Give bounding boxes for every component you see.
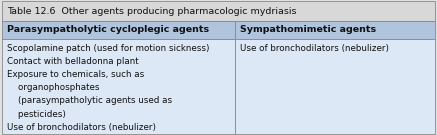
Text: organophosphates: organophosphates [7, 83, 100, 92]
Bar [2, 1, 435, 21]
Text: Use of bronchodilators (nebulizer): Use of bronchodilators (nebulizer) [240, 44, 389, 53]
Text: Exposure to chemicals, such as: Exposure to chemicals, such as [7, 70, 145, 79]
Text: Scopolamine patch (used for motion sickness): Scopolamine patch (used for motion sickn… [7, 44, 210, 53]
Bar [2, 21, 235, 39]
Bar [2, 39, 235, 134]
Text: Sympathomimetic agents: Sympathomimetic agents [240, 25, 376, 34]
Text: (parasympatholytic agents used as: (parasympatholytic agents used as [7, 97, 173, 105]
Text: Contact with belladonna plant: Contact with belladonna plant [7, 57, 139, 66]
Text: pesticides): pesticides) [7, 109, 66, 119]
Bar [235, 21, 435, 39]
Text: Parasympatholytic cycloplegic agents: Parasympatholytic cycloplegic agents [7, 25, 210, 34]
Text: Use of bronchodilators (nebulizer): Use of bronchodilators (nebulizer) [7, 123, 156, 132]
Text: Table 12.6  Other agents producing pharmacologic mydriasis: Table 12.6 Other agents producing pharma… [7, 7, 297, 16]
Bar [235, 39, 435, 134]
